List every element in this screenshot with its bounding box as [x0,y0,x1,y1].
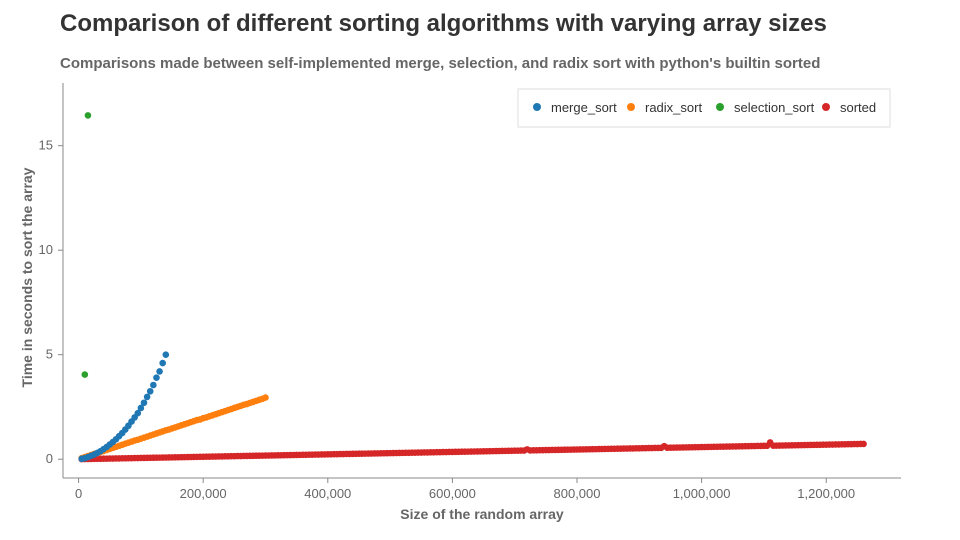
y-tick-label: 15 [39,138,53,153]
legend-marker [822,103,830,111]
legend-marker [627,103,635,111]
legend-label: merge_sort [551,100,617,115]
legend-label: selection_sort [734,100,815,115]
merge_sort-point [146,387,154,395]
sorted-point [860,440,867,448]
x-tick-label: 1,200,000 [797,486,855,501]
legend-label: radix_sort [645,100,702,115]
chart-subtitle: Comparisons made between self-implemente… [60,55,821,72]
y-tick-label: 5 [46,347,53,362]
merge_sort-point [150,381,157,389]
merge_sort-point [153,374,160,381]
selection_sort-point [81,371,89,378]
x-tick-label: 800,000 [554,486,601,501]
legend-marker [716,103,724,111]
merge_sort-point [140,399,148,407]
x-axis-title: Size of the random array [400,506,564,522]
data-points [78,112,867,463]
axes: 0 200,000 400,000 600,000 800,000 1,000,000 1,… [19,83,901,522]
legend-marker [533,103,541,111]
x-tick-label: 200,000 [180,486,227,501]
y-tick-label: 10 [39,242,53,257]
x-tick-label: 400,000 [304,486,351,501]
y-tick-label: 0 [46,451,53,466]
merge_sort-point [137,404,145,412]
merge_sort-point [143,393,151,401]
selection_sort-point [84,112,92,119]
legend: merge_sort radix_sort selection_sort sorted [517,88,891,128]
merge_sort-point [156,368,163,375]
x-tick-label: 600,000 [429,486,476,501]
merge_sort-point [162,351,170,358]
legend-label: sorted [840,100,876,115]
x-tick-label: 1,000,000 [673,486,731,501]
y-axis-title: Time in seconds to sort the array [19,167,35,387]
x-tick-label: 0 [75,486,82,501]
radix_sort-point [262,394,269,401]
merge_sort-point [134,409,142,417]
merge_sort-point [159,359,166,367]
chart-title: Comparison of different sorting algorith… [60,10,827,37]
